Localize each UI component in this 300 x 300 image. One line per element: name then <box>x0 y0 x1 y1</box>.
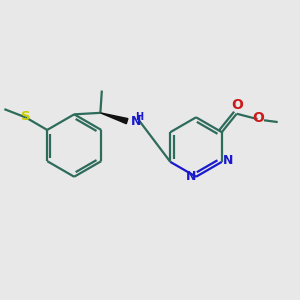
Text: N: N <box>223 154 233 167</box>
Text: O: O <box>231 98 243 112</box>
Text: S: S <box>21 110 31 123</box>
Text: N: N <box>185 170 196 183</box>
Text: O: O <box>252 112 264 125</box>
Text: H: H <box>135 112 143 122</box>
Text: N: N <box>131 115 141 128</box>
Polygon shape <box>100 113 128 124</box>
